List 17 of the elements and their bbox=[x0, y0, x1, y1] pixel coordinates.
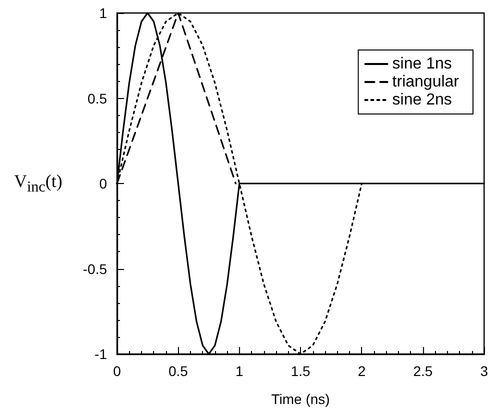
x-tick-label: 1 bbox=[235, 363, 244, 379]
x-tick-label: 0.5 bbox=[168, 363, 188, 379]
y-tick-label: 0 bbox=[99, 176, 108, 192]
legend-label: sine 1ns bbox=[392, 56, 452, 72]
x-tick-label: 2 bbox=[358, 363, 366, 379]
y-tick-label: 0.5 bbox=[88, 90, 108, 106]
x-tick-label: 3 bbox=[480, 363, 488, 379]
legend-label: sine 2ns bbox=[392, 92, 452, 108]
y-tick-label: -1 bbox=[94, 346, 108, 362]
x-tick-label: 1.5 bbox=[290, 363, 310, 379]
x-tick-label: 0 bbox=[113, 363, 122, 379]
legend-label: triangular bbox=[392, 74, 460, 90]
y-tick-label: 1 bbox=[99, 5, 108, 21]
y-axis-title: V$_{inc}$(t) bbox=[14, 171, 62, 196]
x-axis-title: Time (ns) bbox=[271, 391, 330, 407]
x-tick-label: 2.5 bbox=[413, 363, 433, 379]
y-tick-label: -0.5 bbox=[82, 260, 108, 277]
